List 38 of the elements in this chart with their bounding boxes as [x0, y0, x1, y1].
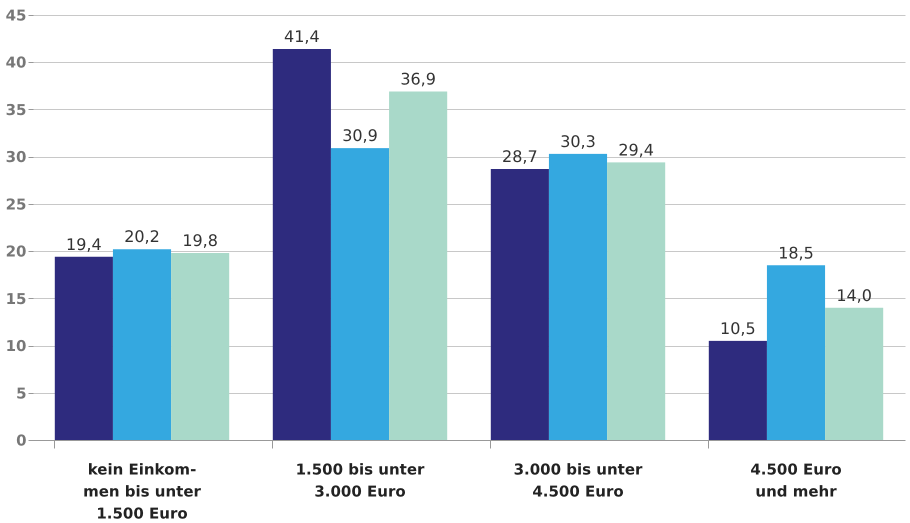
data-label: 10,5 — [720, 318, 756, 338]
bar — [548, 154, 608, 440]
data-label: 28,7 — [502, 146, 538, 166]
bar — [607, 162, 666, 440]
bar — [766, 265, 826, 440]
y-tick-label: 25 — [6, 195, 26, 214]
x-tick-label: kein Einkom- men bis unter 1.500 Euro — [83, 460, 202, 522]
bar — [171, 253, 230, 440]
y-tick-label: 5 — [16, 384, 26, 402]
bar — [825, 308, 884, 440]
data-label: 29,4 — [618, 140, 654, 160]
data-label: 19,8 — [182, 231, 218, 250]
data-label: 30,3 — [560, 132, 596, 151]
y-tick-label: 0 — [16, 432, 26, 450]
bar — [272, 49, 331, 440]
y-tick-label: 15 — [6, 290, 26, 308]
x-tick-label: 3.000 bis unter 4.500 Euro — [514, 460, 643, 500]
y-tick-label: 20 — [6, 242, 26, 261]
bar — [330, 148, 390, 440]
bar — [54, 256, 113, 440]
data-label: 36,9 — [400, 70, 436, 88]
bar — [490, 168, 549, 440]
y-tick-label: 10 — [6, 337, 26, 356]
x-tick-label: 4.500 Euro und mehr — [750, 460, 842, 500]
data-label: 30,9 — [342, 126, 378, 146]
data-label: 19,4 — [66, 234, 102, 254]
y-tick-label: 35 — [6, 100, 26, 119]
data-label: 20,2 — [124, 227, 160, 246]
bar — [112, 249, 172, 440]
bar — [708, 340, 767, 440]
data-label: 14,0 — [836, 286, 872, 305]
bar — [389, 92, 448, 440]
data-label: 18,5 — [778, 243, 814, 262]
y-tick-label: 30 — [6, 148, 26, 166]
data-label: 41,4 — [284, 27, 320, 46]
y-tick-label: 40 — [6, 54, 26, 72]
y-tick-label: 45 — [6, 6, 26, 24]
x-tick-label: 1.500 bis unter 3.000 Euro — [296, 460, 425, 500]
